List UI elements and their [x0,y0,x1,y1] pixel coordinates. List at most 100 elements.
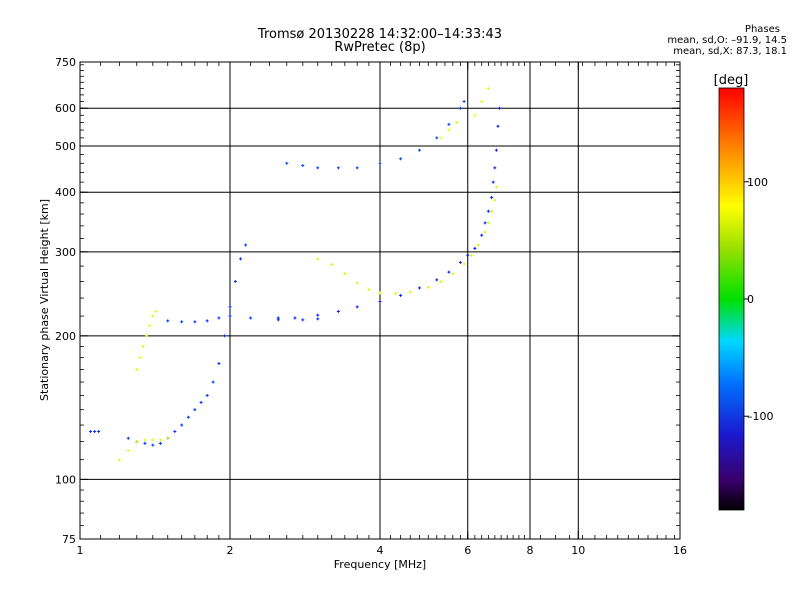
trace-6-point-10 [458,106,462,110]
trace-7-point-3 [473,113,477,117]
x-tick-label-6: 16 [673,544,687,557]
trace-5-point-15 [486,221,490,225]
trace-0-point-21 [244,243,248,247]
trace-2-point-3 [145,334,149,338]
trace-7-point-5 [486,86,490,90]
trace-5-point-11 [462,262,466,266]
x-axis-label: Frequency [MHz] [334,558,426,571]
trace-0-point-18 [228,305,232,309]
trace-2-point-0 [135,367,139,371]
trace-0-point-12 [193,408,197,412]
trace-5-point-18 [494,185,498,189]
trace-1-point-0 [117,458,121,462]
trace-2-point-6 [154,309,158,313]
trace-5-point-16 [490,209,494,213]
trace-5-point-3 [355,281,359,285]
trace-6-point-5 [378,161,382,165]
trace-0-point-7 [158,441,162,445]
trace-5-point-8 [426,285,430,289]
trace-0-point-1 [93,430,97,434]
trace-2-point-2 [141,344,145,348]
trace-7-point-0 [439,136,443,140]
trace-6-point-8 [435,136,439,140]
trace-6-point-7 [417,148,421,152]
trace-7-point-4 [480,99,484,103]
trace-4-point-1 [293,316,297,320]
phases-heading: Phases [744,24,780,35]
trace-4-point-21 [498,106,502,110]
trace-1-point-6 [166,436,170,440]
trace-6-point-2 [316,166,320,170]
trace-3-point-5 [228,314,232,318]
trace-3-point-9 [316,317,320,321]
chart-subtitle: RwPretec (8p) [334,40,426,55]
trace-2-point-4 [148,324,152,328]
trace-6-point-9 [447,122,451,126]
trace-4-point-19 [494,148,498,152]
trace-4-point-3 [336,309,340,313]
trace-5-point-13 [476,243,480,247]
trace-0-point-6 [151,443,155,447]
trace-4-point-13 [480,233,484,237]
trace-7-point-2 [455,121,459,125]
trace-5-point-6 [394,292,398,296]
data-points-layer [89,86,502,462]
trace-0-point-3 [126,436,130,440]
y-tick-label-0: 75 [62,533,76,546]
trace-5-point-14 [483,230,487,234]
trace-6-point-1 [301,164,305,168]
trace-1-point-1 [126,448,130,452]
trace-0-point-5 [143,441,147,445]
phase-colorbar [718,87,745,511]
trace-3-point-6 [249,316,253,320]
trace-4-point-11 [466,253,470,257]
trace-6-point-11 [462,99,466,103]
trace-5-point-9 [439,279,443,283]
trace-6-point-4 [355,166,359,170]
trace-5-point-12 [469,253,473,257]
trace-5-point-5 [378,291,382,295]
colorbar-tick-label-2: –100 [747,410,774,423]
trace-0-point-19 [233,279,237,283]
x-tick-label-5: 10 [571,544,585,557]
trace-2-point-1 [138,356,142,360]
trace-4-point-7 [417,286,421,290]
trace-4-point-9 [447,270,451,274]
trace-2-point-5 [151,314,155,318]
trace-4-point-10 [458,260,462,264]
trace-1-point-3 [143,438,147,442]
trace-0-point-0 [89,430,93,434]
y-tick-label-6: 600 [55,102,76,115]
trace-5-point-7 [408,290,412,294]
trace-4-point-5 [378,300,382,304]
trace-0-point-9 [173,430,177,434]
trace-5-point-2 [343,272,347,276]
trace-4-point-18 [493,166,497,170]
trace-3-point-1 [180,320,184,324]
x-tick-label-2: 4 [377,544,384,557]
trace-0-point-10 [180,423,184,427]
colorbar-tick-label-1: 0 [747,293,754,306]
trace-5-point-1 [330,263,334,267]
trace-4-point-14 [483,221,487,225]
trace-3-point-2 [193,320,197,324]
trace-7-point-1 [447,128,451,132]
trace-4-point-17 [491,180,495,184]
trace-0-point-17 [223,334,227,338]
y-tick-label-3: 300 [55,246,76,259]
y-tick-label-1: 100 [55,473,76,486]
x-tick-label-4: 8 [527,544,534,557]
trace-3-point-3 [205,319,209,323]
y-tick-label-5: 500 [55,140,76,153]
trace-4-point-20 [496,124,500,128]
trace-0-point-13 [199,400,203,404]
trace-4-point-6 [399,293,403,297]
y-tick-label-2: 200 [55,330,76,343]
trace-0-point-20 [239,257,243,261]
trace-4-point-4 [355,305,359,309]
trace-0-point-16 [217,361,221,365]
x-tick-label-1: 2 [227,544,234,557]
trace-0-point-14 [205,393,209,397]
trace-5-point-0 [316,257,320,261]
